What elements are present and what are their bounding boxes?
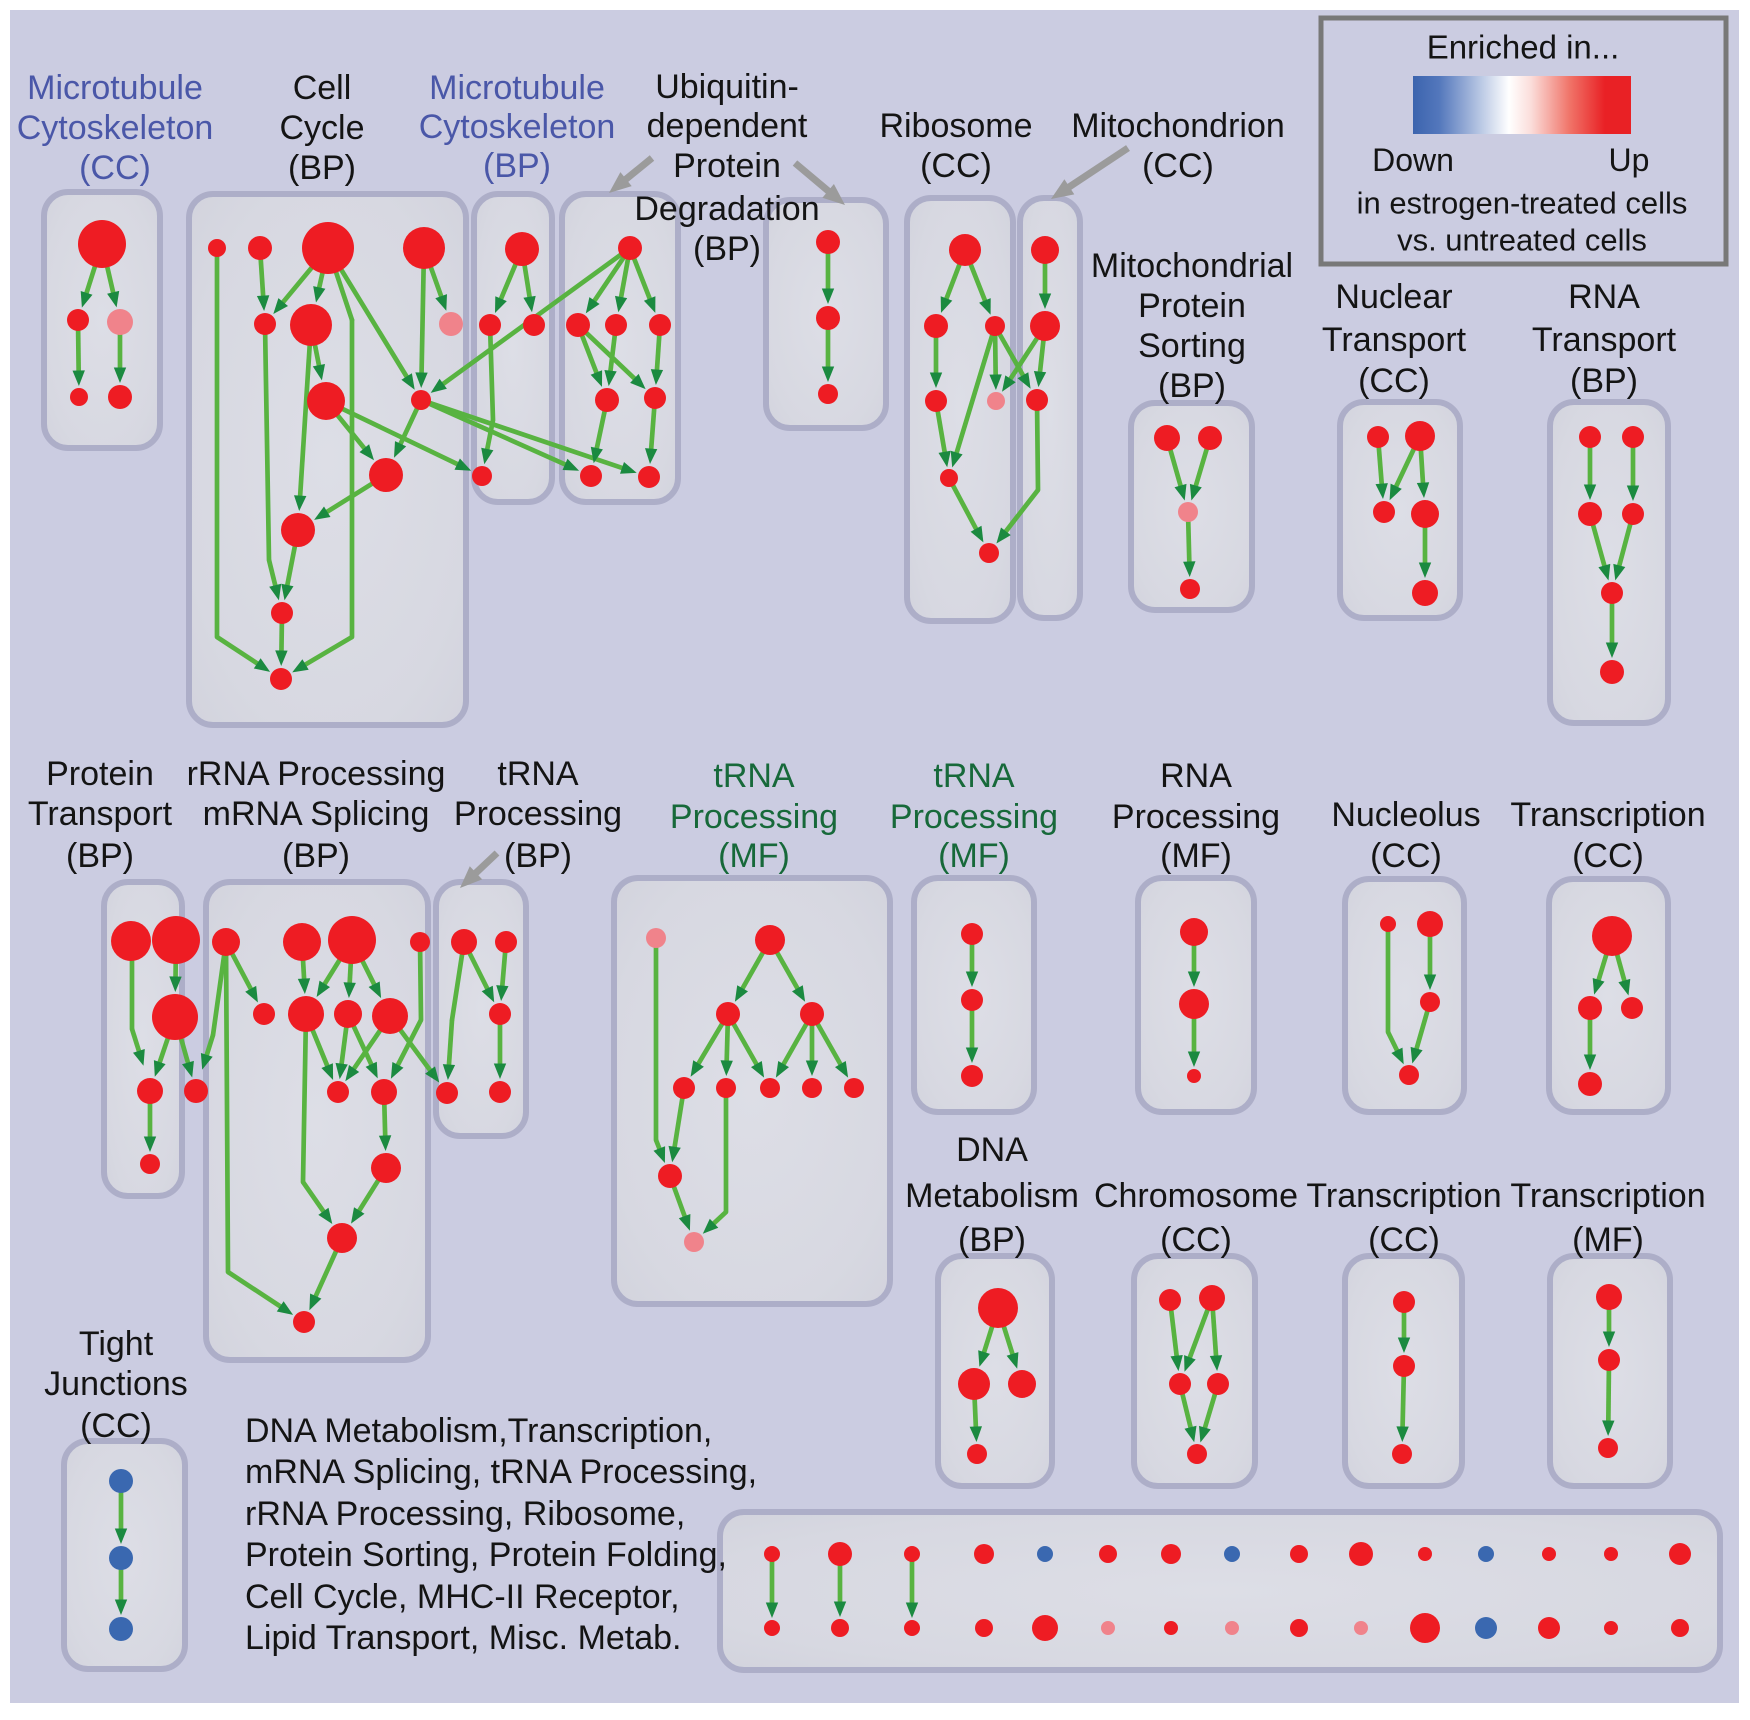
svg-text:tRNA: tRNA (497, 755, 579, 793)
svg-text:(CC): (CC) (79, 149, 151, 187)
svg-text:DNA Metabolism,Transcription,: DNA Metabolism,Transcription, (245, 1412, 712, 1450)
svg-text:Transcription: Transcription (1306, 1177, 1501, 1215)
svg-text:Microtubule: Microtubule (429, 69, 605, 107)
svg-text:Transport: Transport (1322, 321, 1467, 359)
svg-text:(CC): (CC) (1370, 837, 1442, 875)
svg-text:(CC): (CC) (920, 147, 992, 185)
svg-text:Cytoskeleton: Cytoskeleton (419, 108, 616, 146)
svg-text:(BP): (BP) (693, 230, 761, 268)
svg-text:tRNA: tRNA (713, 757, 795, 795)
svg-text:Processing: Processing (890, 798, 1058, 836)
svg-text:Junctions: Junctions (44, 1365, 188, 1403)
svg-text:Transcription: Transcription (1510, 1177, 1705, 1215)
svg-text:(CC): (CC) (80, 1407, 152, 1445)
svg-text:RNA: RNA (1160, 757, 1232, 795)
svg-text:(BP): (BP) (1158, 367, 1226, 405)
svg-text:Ribosome: Ribosome (879, 107, 1032, 145)
svg-text:(MF): (MF) (718, 837, 790, 875)
svg-text:Microtubule: Microtubule (27, 69, 203, 107)
svg-text:(CC): (CC) (1368, 1221, 1440, 1259)
svg-text:Protein: Protein (1138, 287, 1246, 325)
svg-text:dependent: dependent (647, 107, 808, 145)
svg-text:RNA: RNA (1568, 278, 1640, 316)
svg-text:Processing: Processing (1112, 798, 1280, 836)
svg-text:(BP): (BP) (483, 147, 551, 185)
svg-text:tRNA: tRNA (933, 757, 1015, 795)
svg-text:(MF): (MF) (1572, 1221, 1644, 1259)
svg-text:Transcription: Transcription (1510, 796, 1705, 834)
svg-text:Lipid Transport, Misc. Metab.: Lipid Transport, Misc. Metab. (245, 1619, 682, 1657)
svg-text:(CC): (CC) (1358, 362, 1430, 400)
svg-text:mRNA Splicing: mRNA Splicing (203, 795, 430, 833)
svg-text:rRNA Processing: rRNA Processing (187, 755, 446, 793)
svg-text:Cell: Cell (293, 69, 352, 107)
svg-text:(BP): (BP) (66, 837, 134, 875)
svg-text:Transport: Transport (1532, 321, 1677, 359)
svg-text:Enriched in...: Enriched in... (1427, 29, 1620, 66)
svg-text:(MF): (MF) (1160, 837, 1232, 875)
svg-text:Ubiquitin-: Ubiquitin- (655, 68, 799, 106)
svg-text:DNA: DNA (956, 1131, 1028, 1169)
svg-text:Processing: Processing (454, 795, 622, 833)
svg-text:(BP): (BP) (282, 837, 350, 875)
svg-text:Mitochondrion: Mitochondrion (1071, 107, 1285, 145)
svg-text:Protein: Protein (673, 147, 781, 185)
svg-text:Processing: Processing (670, 798, 838, 836)
svg-text:(BP): (BP) (958, 1221, 1026, 1259)
svg-text:mRNA Splicing, tRNA Processing: mRNA Splicing, tRNA Processing, (245, 1453, 757, 1491)
svg-text:Sorting: Sorting (1138, 327, 1246, 365)
svg-text:rRNA Processing, Ribosome,: rRNA Processing, Ribosome, (245, 1495, 685, 1533)
svg-text:Metabolism: Metabolism (905, 1177, 1079, 1215)
svg-text:Transport: Transport (28, 795, 173, 833)
svg-text:Mitochondrial: Mitochondrial (1091, 247, 1293, 285)
svg-text:Down: Down (1372, 142, 1454, 178)
svg-text:(CC): (CC) (1142, 147, 1214, 185)
svg-text:(BP): (BP) (1570, 362, 1638, 400)
svg-text:(BP): (BP) (504, 837, 572, 875)
svg-text:Protein: Protein (46, 755, 154, 793)
svg-text:Nuclear: Nuclear (1335, 278, 1452, 316)
svg-text:Chromosome: Chromosome (1094, 1177, 1298, 1215)
svg-text:(BP): (BP) (288, 149, 356, 187)
svg-text:Degradation: Degradation (634, 190, 819, 228)
svg-text:(CC): (CC) (1160, 1221, 1232, 1259)
svg-text:Tight: Tight (79, 1325, 154, 1363)
svg-text:Up: Up (1609, 142, 1650, 178)
svg-text:Cytoskeleton: Cytoskeleton (17, 109, 214, 147)
svg-text:Cell Cycle, MHC-II Receptor,: Cell Cycle, MHC-II Receptor, (245, 1578, 680, 1616)
svg-text:Nucleolus: Nucleolus (1331, 796, 1480, 834)
svg-text:(MF): (MF) (938, 837, 1010, 875)
svg-text:(CC): (CC) (1572, 837, 1644, 875)
svg-text:Cycle: Cycle (279, 109, 364, 147)
svg-text:vs. untreated cells: vs. untreated cells (1397, 223, 1647, 258)
svg-text:in estrogen-treated cells: in estrogen-treated cells (1357, 186, 1688, 221)
svg-text:Protein Sorting, Protein Foldi: Protein Sorting, Protein Folding, (245, 1536, 727, 1574)
